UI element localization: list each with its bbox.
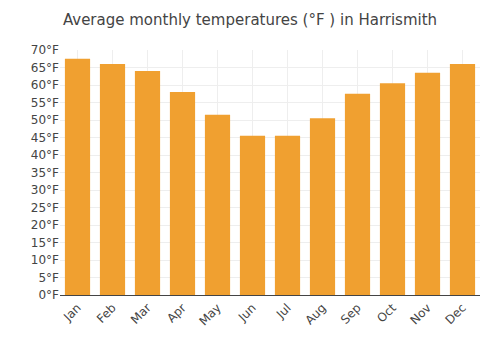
svg-text:10°F: 10°F: [31, 253, 59, 267]
svg-text:40°F: 40°F: [31, 148, 59, 162]
svg-text:Jan: Jan: [60, 301, 84, 325]
svg-text:70°F: 70°F: [31, 43, 59, 57]
svg-text:15°F: 15°F: [31, 236, 59, 250]
svg-text:Jul: Jul: [273, 301, 294, 322]
svg-text:65°F: 65°F: [31, 61, 59, 75]
svg-text:Sep: Sep: [338, 301, 364, 327]
svg-text:55°F: 55°F: [31, 96, 59, 110]
svg-text:Jun: Jun: [235, 301, 259, 325]
svg-text:Apr: Apr: [164, 301, 189, 326]
svg-text:Nov: Nov: [407, 301, 433, 327]
svg-text:50°F: 50°F: [31, 113, 59, 127]
svg-text:Oct: Oct: [374, 301, 399, 326]
svg-text:Mar: Mar: [128, 301, 154, 327]
svg-text:35°F: 35°F: [31, 166, 59, 180]
svg-text:5°F: 5°F: [38, 271, 59, 285]
svg-text:Average monthly temperatures (: Average monthly temperatures (°F ) in Ha…: [63, 11, 437, 29]
svg-text:20°F: 20°F: [31, 218, 59, 232]
svg-text:0°F: 0°F: [38, 288, 59, 302]
svg-text:Aug: Aug: [302, 301, 328, 327]
svg-text:45°F: 45°F: [31, 131, 59, 145]
svg-text:25°F: 25°F: [31, 201, 59, 215]
svg-text:Dec: Dec: [443, 301, 469, 327]
svg-text:May: May: [196, 301, 223, 328]
svg-text:Feb: Feb: [94, 301, 119, 326]
svg-text:30°F: 30°F: [31, 183, 59, 197]
svg-text:60°F: 60°F: [31, 78, 59, 92]
